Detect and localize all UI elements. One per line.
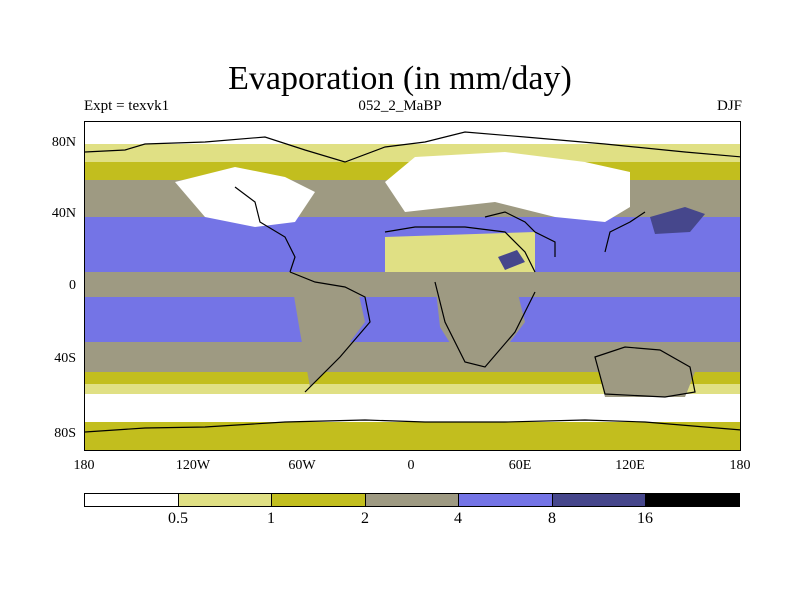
lat-label-40s: 40S (54, 351, 76, 366)
evaporation-map (84, 121, 741, 451)
lon-label-60e: 60E (508, 458, 532, 473)
colorbar-label-8: 8 (548, 510, 556, 527)
band-subpolar-south-light (85, 384, 740, 396)
lon-label-0: 0 (407, 458, 415, 473)
band-polar-south (85, 394, 740, 422)
landmass-antarctica (85, 422, 740, 450)
period-label: 052_2_MaBP (358, 98, 442, 114)
lat-label-0: 0 (69, 278, 76, 293)
map-canvas (85, 122, 740, 450)
colorbar-box (85, 494, 179, 506)
lon-label-180w: 180 (73, 458, 95, 473)
colorbar-label-2: 2 (361, 510, 369, 527)
colorbar-box (178, 494, 273, 506)
colorbar-label-4: 4 (454, 510, 462, 527)
lon-label-120w: 120W (175, 458, 211, 473)
colorbar (84, 493, 740, 507)
intense-evaporation-north-pacific (650, 207, 705, 234)
colorbar-box (365, 494, 460, 506)
band-subpolar-south (85, 372, 740, 386)
landmass-australia (595, 352, 695, 397)
coastlines (85, 131, 740, 433)
map-title: Evaporation (in mm/day) (228, 60, 572, 97)
colorbar-box (552, 494, 647, 506)
experiment-label: Expt = texvk1 (84, 98, 170, 114)
landmass-south-america (290, 272, 365, 387)
lat-label-40n: 40N (51, 206, 76, 221)
colorbar-box (646, 494, 740, 506)
colorbar-label-16: 16 (637, 510, 653, 527)
lat-label-80n: 80N (51, 135, 76, 150)
landmass-north-america (175, 167, 315, 227)
lat-label-80s: 80S (54, 426, 76, 441)
band-subpolar-north-light (85, 144, 740, 166)
season-label: DJF (716, 98, 742, 114)
lon-label-180e: 180 (729, 458, 751, 473)
landmass-eurasia (385, 152, 630, 222)
band-subtropic-south (85, 297, 740, 347)
colorbar-box (459, 494, 553, 506)
intense-evaporation-indian (498, 250, 525, 270)
lon-label-120e: 120E (615, 458, 645, 473)
colorbar-box (272, 494, 366, 506)
colorbar-label-0-5: 0.5 (168, 510, 188, 527)
lon-label-60w: 60W (288, 458, 316, 473)
landmass-sahara (385, 232, 535, 272)
colorbar-label-1: 1 (267, 510, 275, 527)
